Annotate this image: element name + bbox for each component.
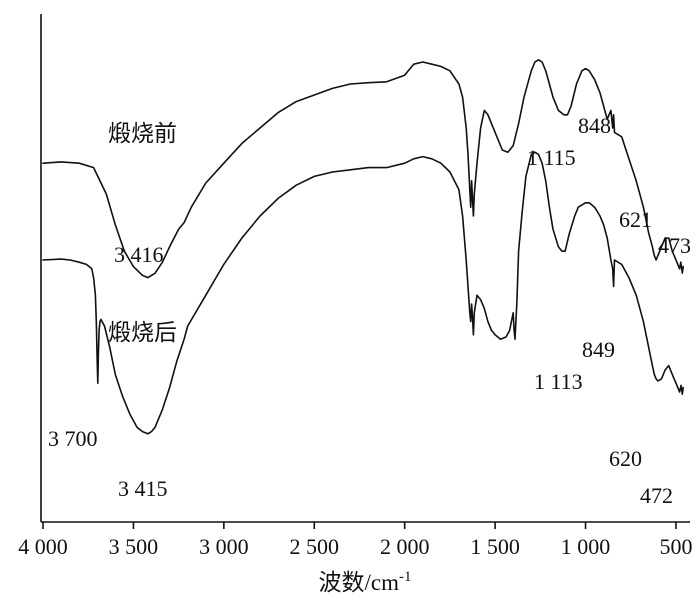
spectrum-line-after-calcination [42, 151, 684, 435]
peak-label-848: 848 [578, 113, 611, 138]
x-tick-label: 2 000 [380, 534, 430, 559]
peak-label-1115: 1 115 [527, 145, 576, 170]
peak-label-1113: 1 113 [534, 369, 583, 394]
x-axis-ticks: 4 000 3 500 3 000 2 500 2 000 1 500 1 000 500 [18, 522, 692, 559]
x-axis-title: 波数/cm-1 [319, 569, 412, 595]
x-tick-label: 500 [659, 534, 692, 559]
peak-label-3415: 3 415 [118, 476, 168, 501]
spectrum-line-before-calcination [42, 59, 684, 279]
series-label-after-calcination: 煅烧后 [108, 320, 177, 346]
x-tick-label: 4 000 [18, 534, 68, 559]
peak-label-3416: 3 416 [114, 242, 164, 267]
x-tick-label: 3 000 [199, 534, 249, 559]
peak-label-849: 849 [582, 337, 615, 362]
x-tick-label: 3 500 [109, 534, 159, 559]
peak-label-620: 620 [609, 446, 642, 471]
peak-label-472: 472 [640, 483, 673, 508]
series-label-before-calcination: 煅烧前 [108, 121, 177, 147]
x-tick-label: 1 000 [561, 534, 611, 559]
x-tick-label: 2 500 [290, 534, 340, 559]
x-tick-label: 1 500 [470, 534, 520, 559]
peak-label-621: 621 [619, 207, 652, 232]
x-axis-title-superscript: -1 [399, 569, 412, 585]
peak-label-3700: 3 700 [48, 426, 98, 451]
x-axis-title-text: 波数/cm [319, 570, 400, 595]
peak-label-473: 473 [658, 233, 691, 258]
